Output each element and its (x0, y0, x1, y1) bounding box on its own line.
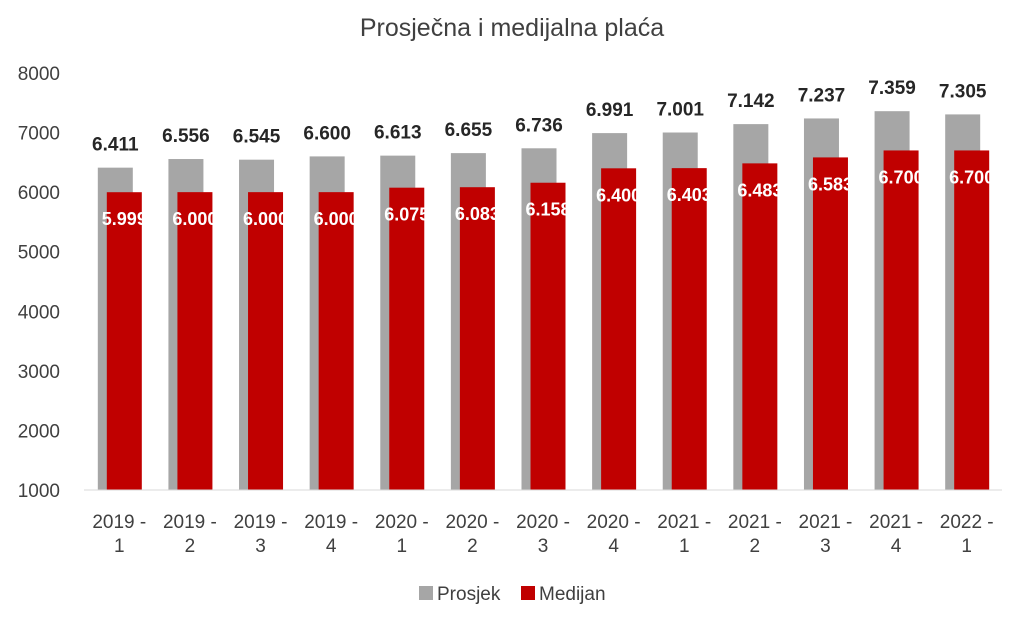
y-tick-label: 1000 (18, 481, 60, 502)
legend: Prosjek Medijan (419, 584, 606, 605)
bar-medijan (812, 157, 848, 490)
data-label-medijan: 6.000 (314, 209, 359, 229)
y-tick-label: 8000 (18, 64, 60, 85)
x-tick-label: 2020 -1 (375, 512, 429, 557)
y-tick-label: 5000 (18, 243, 60, 264)
data-label-prosjek: 6.545 (233, 127, 281, 148)
y-axis: 1000 2000 3000 4000 5000 6000 7000 8000 (18, 64, 60, 502)
bar-medijan (883, 150, 919, 490)
data-label-medijan: 6.400 (596, 185, 641, 205)
data-label-prosjek: 6.556 (162, 126, 210, 147)
data-label-medijan: 6.000 (172, 209, 217, 229)
data-label-prosjek: 6.600 (303, 123, 351, 144)
data-label-prosjek: 7.305 (939, 81, 987, 102)
x-tick-label: 2020 -2 (445, 512, 499, 557)
data-label-prosjek: 7.237 (798, 85, 846, 106)
series-medijan: 5.999 6.000 6.000 6.000 6.075 6.083 6.158 6.400… (102, 150, 994, 491)
bar-medijan (248, 192, 284, 490)
data-label-prosjek: 7.142 (727, 91, 775, 112)
bar-medijan (601, 168, 637, 491)
data-label-prosjek: 6.411 (92, 135, 139, 156)
x-tick-label: 2021 -4 (869, 512, 923, 557)
y-tick-label: 6000 (18, 183, 60, 204)
y-tick-label: 3000 (18, 362, 60, 383)
bar-medijan (742, 163, 778, 490)
data-label-prosjek: 6.613 (374, 123, 422, 144)
bar-medijan (459, 187, 495, 490)
bar-medijan (318, 192, 354, 490)
y-tick-label: 2000 (18, 421, 60, 442)
x-tick-label: 2022 -1 (940, 512, 994, 557)
bar-medijan (530, 182, 566, 490)
x-tick-label: 2019 -4 (304, 512, 358, 557)
data-label-medijan: 6.075 (384, 205, 429, 225)
y-tick-label: 4000 (18, 302, 60, 323)
data-label-medijan: 6.483 (737, 180, 782, 200)
x-tick-label: 2019 -2 (163, 512, 217, 557)
data-label-medijan: 6.583 (808, 174, 853, 194)
data-label-medijan: 6.000 (243, 209, 288, 229)
data-label-medijan: 6.700 (949, 167, 994, 187)
x-tick-label: 2021 -2 (728, 512, 782, 557)
data-label-prosjek: 6.655 (445, 120, 493, 141)
data-label-prosjek: 7.359 (868, 78, 916, 99)
y-tick-label: 7000 (18, 124, 60, 145)
bar-medijan (671, 168, 707, 491)
data-label-medijan: 6.403 (667, 185, 712, 205)
bar-medijan (106, 192, 142, 490)
legend-swatch-medijan (521, 586, 535, 600)
bar-medijan (954, 150, 990, 490)
x-tick-label: 2020 -4 (587, 512, 641, 557)
data-label-medijan: 6.083 (455, 204, 500, 224)
data-label-medijan: 5.999 (102, 209, 147, 229)
x-tick-label: 2020 -3 (516, 512, 570, 557)
x-tick-label: 2021 -1 (657, 512, 711, 557)
x-axis: 2019 -1 2019 -2 2019 -3 2019 -4 2020 -1 2020 … (92, 512, 993, 557)
x-tick-label: 2021 -3 (799, 512, 853, 557)
x-tick-label: 2019 -3 (234, 512, 288, 557)
data-label-medijan: 6.700 (879, 167, 924, 187)
bar-medijan (389, 187, 425, 491)
data-label-prosjek: 6.736 (515, 115, 563, 136)
legend-label-medijan: Medijan (539, 584, 606, 605)
legend-label-prosjek: Prosjek (437, 584, 501, 605)
data-label-prosjek: 7.001 (656, 100, 704, 121)
data-label-prosjek: 6.991 (586, 100, 634, 121)
data-label-medijan: 6.158 (525, 200, 570, 220)
legend-swatch-prosjek (419, 586, 433, 600)
x-tick-label: 2019 -1 (92, 512, 146, 557)
chart-title: Prosječna i medijalna plaća (360, 14, 664, 42)
bar-medijan (177, 192, 213, 490)
